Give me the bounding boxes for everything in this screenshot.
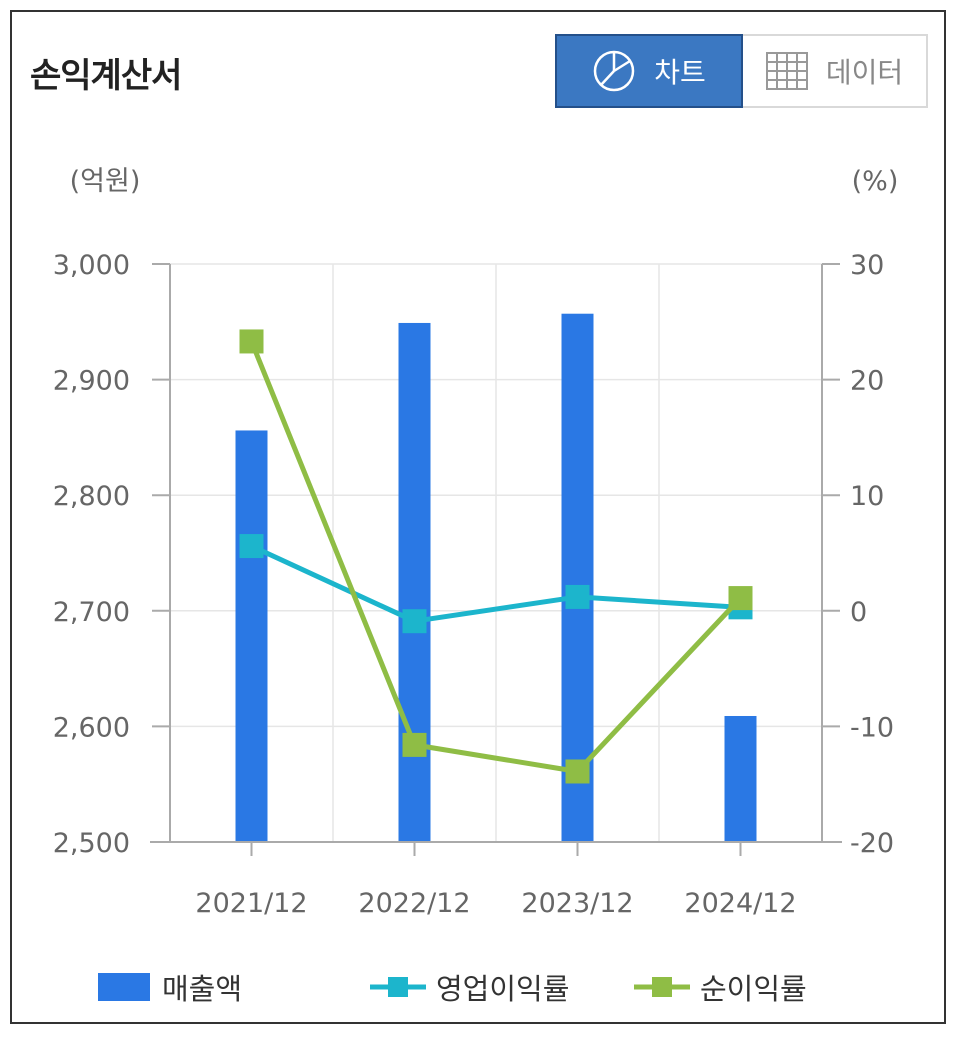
marker-net-margin-2022-12[interactable] [402,732,427,757]
chart-view-label: 차트 [654,56,706,89]
left-axis-tick-label: 2,700 [53,597,130,628]
legend-item-revenue[interactable]: 매출액 [98,966,242,1008]
right-axis-tick-label: 0 [850,597,867,628]
chart-view-button[interactable]: 차트 [555,34,743,108]
line-operating-margin [250,543,741,624]
bar-revenue-2021-12[interactable] [235,430,268,842]
marker-net-margin-2021-12[interactable] [239,329,264,354]
right-axis-tick-label: -20 [850,828,894,859]
x-axis-tick-label: 2023/12 [521,888,633,919]
legend-swatch-net-margin [634,977,690,997]
legend-item-net-margin[interactable]: 순이익률 [632,966,807,1008]
legend-item-operating-margin[interactable]: 영업이익률 [368,966,569,1008]
marker-net-margin-2023-12[interactable] [565,759,590,784]
right-axis-tick-label: 20 [850,366,884,397]
left-axis-tick-label: 2,500 [53,828,130,859]
legend-swatch-revenue [98,973,150,1001]
left-axis-unit: (억원) [70,166,141,197]
left-axis-tick-label: 3,000 [53,250,130,281]
x-axis-tick-label: 2021/12 [195,888,307,919]
pie-chart-icon [593,50,635,92]
bar-revenue-2022-12[interactable] [398,322,431,842]
data-view-label: 데이터 [825,56,904,89]
right-axis-tick-label: 30 [850,250,884,281]
line-net-margin [249,340,743,774]
right-axis-unit: (%) [852,166,899,197]
left-axis-tick-label: 2,900 [53,366,130,397]
x-axis-tick-label: 2022/12 [358,888,470,919]
left-axis-tick-label: 2,800 [53,481,130,512]
chart-card [10,10,946,1024]
x-axis-tick-label: 2024/12 [684,888,796,919]
marker-operating-margin-2021-12[interactable] [239,534,264,559]
marker-operating-margin-2022-12[interactable] [402,609,427,634]
marker-operating-margin-2023-12[interactable] [565,584,590,609]
bar-revenue-2024-12[interactable] [724,715,757,842]
legend-label-revenue: 매출액 [162,972,243,1006]
right-axis-tick-label: 10 [850,481,884,512]
legend-swatch-operating-margin [370,977,426,997]
right-axis-tick-label: -10 [850,712,894,743]
view-toggle: 차트 데이터 [555,34,928,108]
data-view-button[interactable]: 데이터 [743,34,928,108]
legend-label-net-margin: 순이익률 [700,972,807,1006]
bar-revenue-2023-12[interactable] [561,313,594,842]
table-grid-icon [765,52,808,90]
marker-net-margin-2024-12[interactable] [728,586,753,611]
income-statement-chart: (억원) (%) 3,000 2,900 2,800 2,700 2,600 2,500 3… [53,166,899,919]
legend-label-operating-margin: 영업이익률 [436,972,570,1006]
chart-legend: 매출액 영업이익률 순이익률 [0,966,960,1010]
left-axis-tick-label: 2,600 [53,712,130,743]
page-title: 손익계산서 [30,56,182,96]
